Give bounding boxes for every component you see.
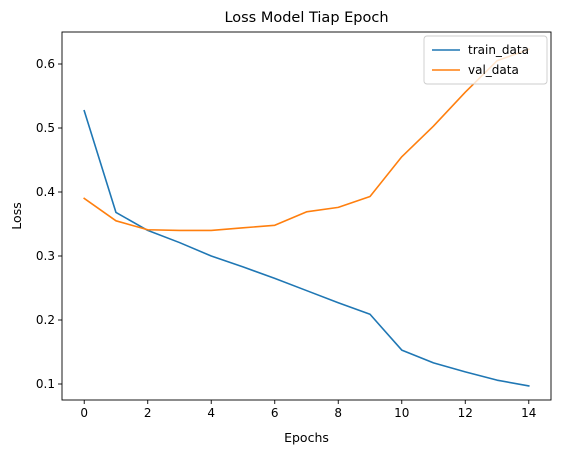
chart-title: Loss Model Tiap Epoch xyxy=(224,10,388,26)
legend-box xyxy=(423,35,548,85)
series-line-val_data xyxy=(83,48,530,232)
x-tick-label-14: 14 xyxy=(521,406,536,420)
series-group xyxy=(83,48,530,387)
x-tick-label-6: 6 xyxy=(271,406,279,420)
axes-frame xyxy=(61,31,552,401)
y-tick-label-3: 0.4 xyxy=(36,185,55,199)
legend-label-val_data: val_data xyxy=(468,63,519,77)
legend-label-train_data: train_data xyxy=(468,43,529,57)
x-tick-label-12: 12 xyxy=(458,406,473,420)
series-line-train_data xyxy=(83,109,530,387)
legend: train_data val_data xyxy=(423,35,548,85)
x-tick-label-4: 4 xyxy=(207,406,215,420)
y-tick-label-4: 0.5 xyxy=(36,121,55,135)
y-tick-label-2: 0.3 xyxy=(36,249,55,263)
y-tick-label-1: 0.2 xyxy=(36,313,55,327)
y-tick-label-5: 0.6 xyxy=(36,57,55,71)
x-tick-label-0: 0 xyxy=(80,406,88,420)
x-tick-label-10: 10 xyxy=(394,406,409,420)
y-axis-label: Loss xyxy=(9,202,24,229)
x-axis-label: Epochs xyxy=(284,430,329,445)
x-tick-label-2: 2 xyxy=(144,406,152,420)
x-tick-label-8: 8 xyxy=(334,406,342,420)
y-tick-label-0: 0.1 xyxy=(36,377,55,391)
